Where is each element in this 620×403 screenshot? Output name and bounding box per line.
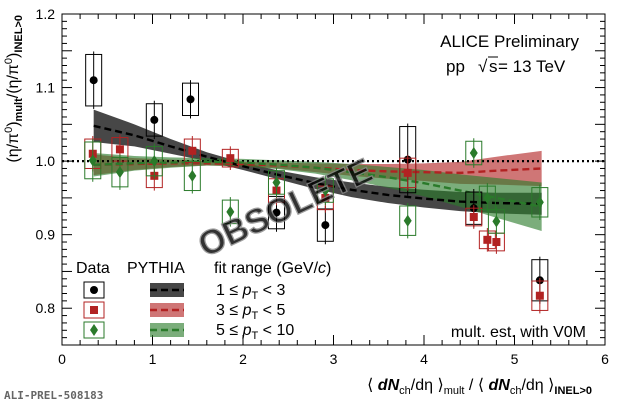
legend-data-header: Data [76, 260, 110, 277]
legend-label: 5 ≤ pT < 10 [216, 322, 294, 342]
marker [492, 215, 501, 228]
data-point [465, 205, 483, 229]
legend-box [83, 321, 105, 339]
data-point [399, 155, 417, 191]
fit-lines [93, 124, 542, 208]
marker [535, 291, 544, 300]
y-axis-title: (η/π0)mult/(η/π0)INEL>0 [3, 15, 25, 163]
axes: 0 1 2 3 4 5 6 0.8 0.9 1.0 1.1 1.2 [36, 6, 610, 367]
energy-symbol: s [489, 57, 498, 76]
marker [469, 213, 478, 222]
marker [188, 146, 197, 155]
legend-box [83, 301, 105, 319]
multiplicity-estimator-label: mult. est. with V0M [451, 324, 586, 341]
y-tick-label: 1.0 [36, 153, 56, 169]
data-point [221, 146, 239, 170]
x-tick-label: 5 [511, 351, 519, 367]
marker [186, 95, 195, 104]
marker [272, 176, 281, 189]
data-point [531, 278, 549, 314]
data-point [85, 51, 103, 109]
y-tick-label: 0.9 [36, 227, 56, 243]
data-point [531, 184, 549, 221]
marker [272, 208, 281, 217]
data-point [465, 138, 483, 168]
marker [226, 205, 235, 218]
marker [89, 76, 98, 85]
data-point [478, 183, 496, 213]
figure-id: ALI-PREL-508183 [4, 389, 103, 402]
marker [115, 166, 124, 179]
marker [403, 214, 412, 227]
marker [483, 235, 492, 244]
marker [321, 221, 330, 230]
legend-label: 3 ≤ pT < 5 [216, 302, 285, 322]
collision-system-label: pp √ s = 13 TeV [446, 56, 566, 76]
data-point [183, 158, 201, 194]
y-tick-label: 0.8 [36, 300, 56, 316]
x-axis-title: ⟨ dNch/dη ⟩mult / ⟨ dNch/dη ⟩INEL>0 [367, 377, 592, 397]
marker [483, 191, 492, 204]
legend-box [83, 281, 105, 299]
x-tick-label: 1 [149, 351, 157, 367]
fit-line-1 [93, 124, 542, 205]
x-tick-label: 2 [239, 351, 247, 367]
marker [403, 168, 412, 177]
marker [469, 147, 478, 160]
legend-marker [90, 286, 98, 294]
data-point [399, 202, 417, 239]
data-point [84, 138, 102, 182]
data-point [267, 167, 285, 198]
data-point [316, 175, 334, 206]
legend-marker [90, 306, 98, 314]
data-points [84, 51, 549, 314]
marker [115, 145, 124, 154]
legend-row-2: 3 ≤ pT < 5 [83, 301, 285, 322]
legend: Data PYTHIA fit range (GeV/c) 1 ≤ pT < 3… [76, 260, 331, 342]
marker [88, 154, 97, 167]
x-tick-label: 4 [420, 351, 428, 367]
energy-value: = 13 TeV [498, 57, 566, 76]
marker [188, 169, 197, 182]
legend-marker [90, 324, 98, 336]
x-tick-label: 6 [601, 351, 609, 367]
collision-system-pp: pp [446, 57, 465, 76]
data-point [145, 100, 163, 140]
marker [321, 184, 330, 197]
marker [226, 154, 235, 163]
marker [492, 238, 501, 247]
legend-label: 1 ≤ pT < 3 [216, 282, 285, 302]
legend-row-1: 1 ≤ pT < 3 [83, 281, 285, 302]
legend-fit-range-header: fit range (GeV/c) [214, 260, 331, 277]
legend-rows: 1 ≤ pT < 33 ≤ pT < 55 ≤ pT < 10 [83, 281, 294, 342]
x-tick-label: 0 [58, 351, 66, 367]
fit-line-3 [93, 160, 542, 208]
marker [150, 115, 159, 124]
y-tick-label: 1.2 [36, 6, 56, 22]
data-point [487, 206, 505, 237]
sqrt-symbol: √ [478, 57, 488, 76]
collaboration-label: ALICE Preliminary [440, 32, 579, 51]
legend-pythia-header: PYTHIA [127, 260, 185, 277]
x-tick-label: 3 [330, 351, 338, 367]
y-tick-label: 1.1 [36, 80, 56, 96]
data-point [111, 154, 129, 190]
marker [150, 155, 159, 168]
data-point [145, 143, 163, 179]
data-point [182, 80, 200, 119]
legend-row-3: 5 ≤ pT < 10 [83, 321, 294, 342]
data-point [221, 197, 239, 227]
marker [535, 196, 544, 209]
